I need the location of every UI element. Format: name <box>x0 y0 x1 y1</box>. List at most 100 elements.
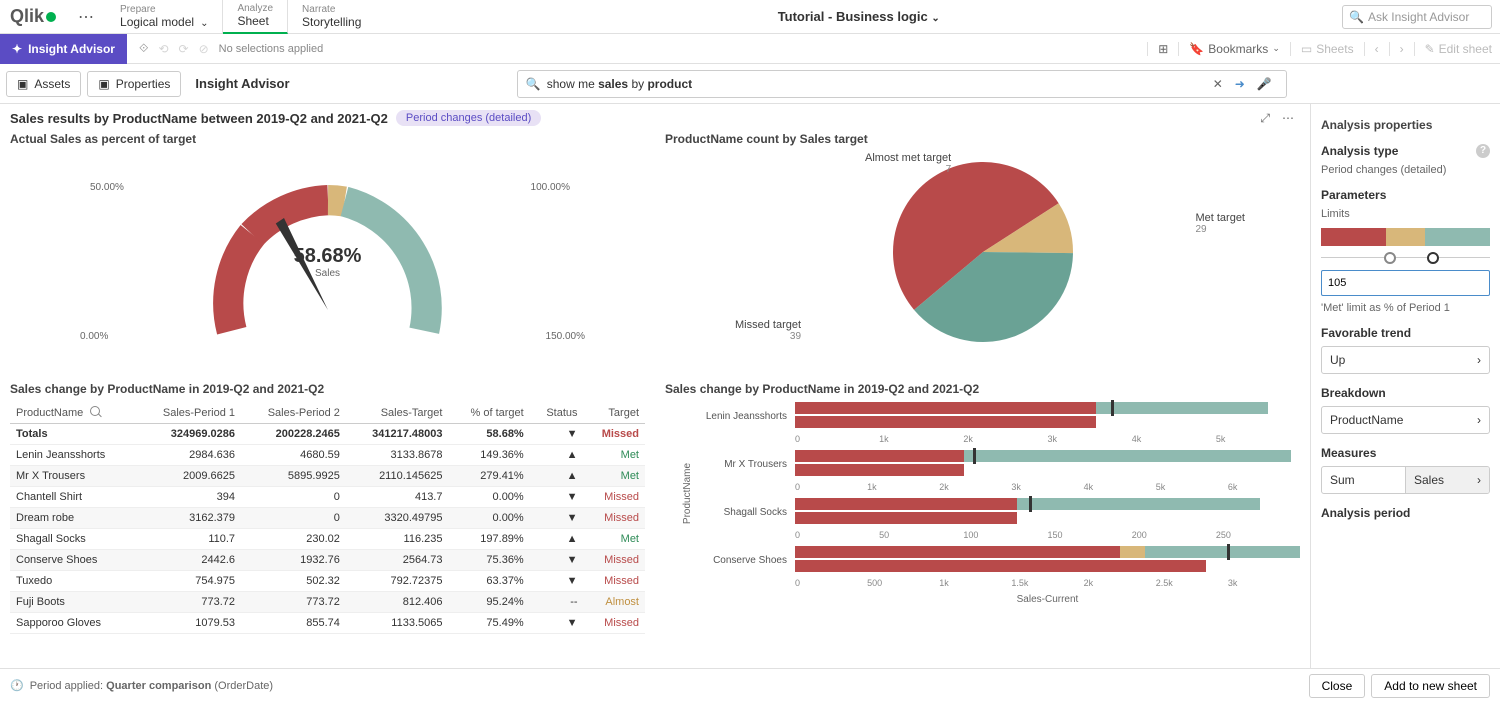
add-sheet-button[interactable]: Add to new sheet <box>1371 674 1490 698</box>
nav-prepare[interactable]: Prepare Logical model ⌄ <box>106 0 223 33</box>
gauge-label-0: 0.00% <box>80 331 108 342</box>
measures-label: Measures <box>1321 446 1490 460</box>
pie-label-met: Met target29 <box>1195 212 1245 235</box>
period-post: (OrderDate) <box>214 680 273 692</box>
insight-advisor-button[interactable]: ✦ Insight Advisor <box>0 34 127 64</box>
sheets-button[interactable]: ▭ Sheets <box>1290 42 1354 56</box>
bar-row: Shagall Socks <box>665 498 1300 526</box>
voice-icon[interactable]: 🎤 <box>1251 77 1278 91</box>
smart-search-icon[interactable]: ⟐ <box>139 41 148 56</box>
nav-analyze-small: Analyze <box>237 3 273 14</box>
limit-input[interactable] <box>1321 270 1490 296</box>
insight-search-input[interactable]: 🔍 show me sales by product ✕ ➜ 🎤 <box>517 70 1287 98</box>
nav-prepare-small: Prepare <box>120 4 208 15</box>
step-fwd-icon[interactable]: ⟳ <box>179 42 189 56</box>
limits-bar <box>1321 228 1490 246</box>
table-title: Sales change by ProductName in 2019-Q2 a… <box>10 382 645 396</box>
no-selections-label: No selections applied <box>219 43 324 55</box>
bulb-icon: ✦ <box>12 42 22 56</box>
close-button[interactable]: Close <box>1309 674 1366 698</box>
table-row[interactable]: Fuji Boots773.72773.72812.40695.24%--Alm… <box>10 592 645 613</box>
analysis-type-value: Period changes (detailed) <box>1321 164 1490 176</box>
prev-icon[interactable]: ‹ <box>1375 42 1379 56</box>
step-back-icon[interactable]: ⟲ <box>158 42 168 56</box>
table-header[interactable]: Sales-Period 1 <box>136 402 241 424</box>
search-icon: 🔍 <box>526 77 541 91</box>
bars-chart: Lenin Jeansshorts01k2k3k4k5kMr X Trouser… <box>665 402 1300 588</box>
more-icon[interactable]: ⋯ <box>1276 111 1300 125</box>
properties-icon: ▣ <box>98 77 109 91</box>
table-header[interactable]: Sales-Target <box>346 402 449 424</box>
app-menu-icon[interactable]: ⋯ <box>66 7 106 27</box>
selections-tool-icon[interactable]: ⊞ <box>1158 42 1168 56</box>
table-row[interactable]: Dream robe3162.37903320.497950.00%▼Misse… <box>10 508 645 529</box>
qlik-logo[interactable]: Qlik <box>0 6 66 27</box>
trend-select[interactable]: Up› <box>1321 346 1490 374</box>
table-row[interactable]: Sapporoo Gloves1079.53855.741133.506575.… <box>10 613 645 634</box>
pie-label-almost: Almost met target7 <box>865 152 951 175</box>
period-val: Quarter comparison <box>106 680 211 692</box>
ask-insight-input[interactable]: 🔍 Ask Insight Advisor <box>1342 5 1492 29</box>
submit-search-icon[interactable]: ➜ <box>1229 77 1251 91</box>
sales-table: ProductName Sales-Period 1Sales-Period 2… <box>10 402 645 634</box>
bar-row: Lenin Jeansshorts <box>665 402 1300 430</box>
table-row[interactable]: Totals324969.0286200228.2465341217.48003… <box>10 424 645 445</box>
period-label: Analysis period <box>1321 506 1490 520</box>
table-row[interactable]: Mr X Trousers2009.66255895.99252110.1456… <box>10 466 645 487</box>
insight-label: Insight Advisor <box>28 42 115 56</box>
clear-search-icon[interactable]: ✕ <box>1207 77 1229 91</box>
nav-narrate-main: Storytelling <box>302 15 361 29</box>
chevron-down-icon: ⌄ <box>200 18 208 29</box>
table-header[interactable]: Target <box>584 402 645 424</box>
analysis-panel: Analysis properties Analysis type? Perio… <box>1310 104 1500 668</box>
limits-label: Limits <box>1321 208 1490 220</box>
parameters-label: Parameters <box>1321 188 1490 202</box>
measures-select[interactable]: Sum Sales› <box>1321 466 1490 494</box>
table-header[interactable]: ProductName <box>10 402 136 424</box>
table-header[interactable]: Sales-Period 2 <box>241 402 346 424</box>
gauge-label-100: 100.00% <box>531 182 570 193</box>
chevron-right-icon: › <box>1477 413 1481 427</box>
chevron-right-icon: › <box>1477 353 1481 367</box>
help-icon[interactable]: ? <box>1476 144 1490 158</box>
limits-slider[interactable] <box>1321 250 1490 266</box>
pie-label-missed: Missed target39 <box>735 319 801 342</box>
breakdown-select[interactable]: ProductName› <box>1321 406 1490 434</box>
analysis-type-label: Analysis type <box>1321 144 1398 158</box>
table-header[interactable]: % of target <box>448 402 529 424</box>
minimize-icon[interactable]: ⤢ <box>1254 111 1276 126</box>
bookmark-icon: 🔖 <box>1189 42 1204 56</box>
table-row[interactable]: Conserve Shoes2442.61932.762564.7375.36%… <box>10 550 645 571</box>
nav-analyze[interactable]: Analyze Sheet <box>223 0 288 34</box>
nav-narrate[interactable]: Narrate Storytelling <box>288 0 375 33</box>
breakdown-label: Breakdown <box>1321 386 1490 400</box>
assets-button[interactable]: ▣Assets <box>6 71 81 97</box>
nav-analyze-main: Sheet <box>237 14 268 28</box>
gauge-label-50: 50.00% <box>90 182 124 193</box>
table-row[interactable]: Shagall Socks110.7230.02116.235197.89%▲M… <box>10 529 645 550</box>
pie-title: ProductName count by Sales target <box>665 132 1300 146</box>
search-icon: 🔍 <box>1349 10 1364 24</box>
search-text: show me sales by product <box>547 77 1207 91</box>
clock-icon: 🕐 <box>10 679 24 692</box>
analysis-pill[interactable]: Period changes (detailed) <box>396 110 541 126</box>
nav-prepare-main: Logical model <box>120 15 194 29</box>
properties-button[interactable]: ▣Properties <box>87 71 181 97</box>
table-row[interactable]: Lenin Jeansshorts2984.6364680.593133.867… <box>10 445 645 466</box>
limit-help: 'Met' limit as % of Period 1 <box>1321 302 1490 314</box>
result-title: Sales results by ProductName between 201… <box>10 111 388 126</box>
gauge-value: 58.68% <box>294 245 362 268</box>
bars-ylabel: ProductName <box>682 463 693 524</box>
clear-sel-icon[interactable]: ⊘ <box>199 42 209 56</box>
table-row[interactable]: Tuxedo754.975502.32792.7237563.37%▼Misse… <box>10 571 645 592</box>
panel-header: Analysis properties <box>1321 118 1490 132</box>
edit-sheet-button[interactable]: ✎ Edit sheet <box>1414 42 1492 56</box>
bookmarks-button[interactable]: 🔖 Bookmarks ⌄ <box>1178 42 1280 56</box>
gauge-sublabel: Sales <box>294 268 362 279</box>
gauge-label-150: 150.00% <box>546 331 585 342</box>
table-header[interactable]: Status <box>530 402 584 424</box>
table-row[interactable]: Chantell Shirt3940413.70.00%▼Missed <box>10 487 645 508</box>
next-icon[interactable]: › <box>1400 42 1404 56</box>
app-title[interactable]: Tutorial - Business logic ⌄ <box>375 9 1342 24</box>
assets-icon: ▣ <box>17 77 28 91</box>
